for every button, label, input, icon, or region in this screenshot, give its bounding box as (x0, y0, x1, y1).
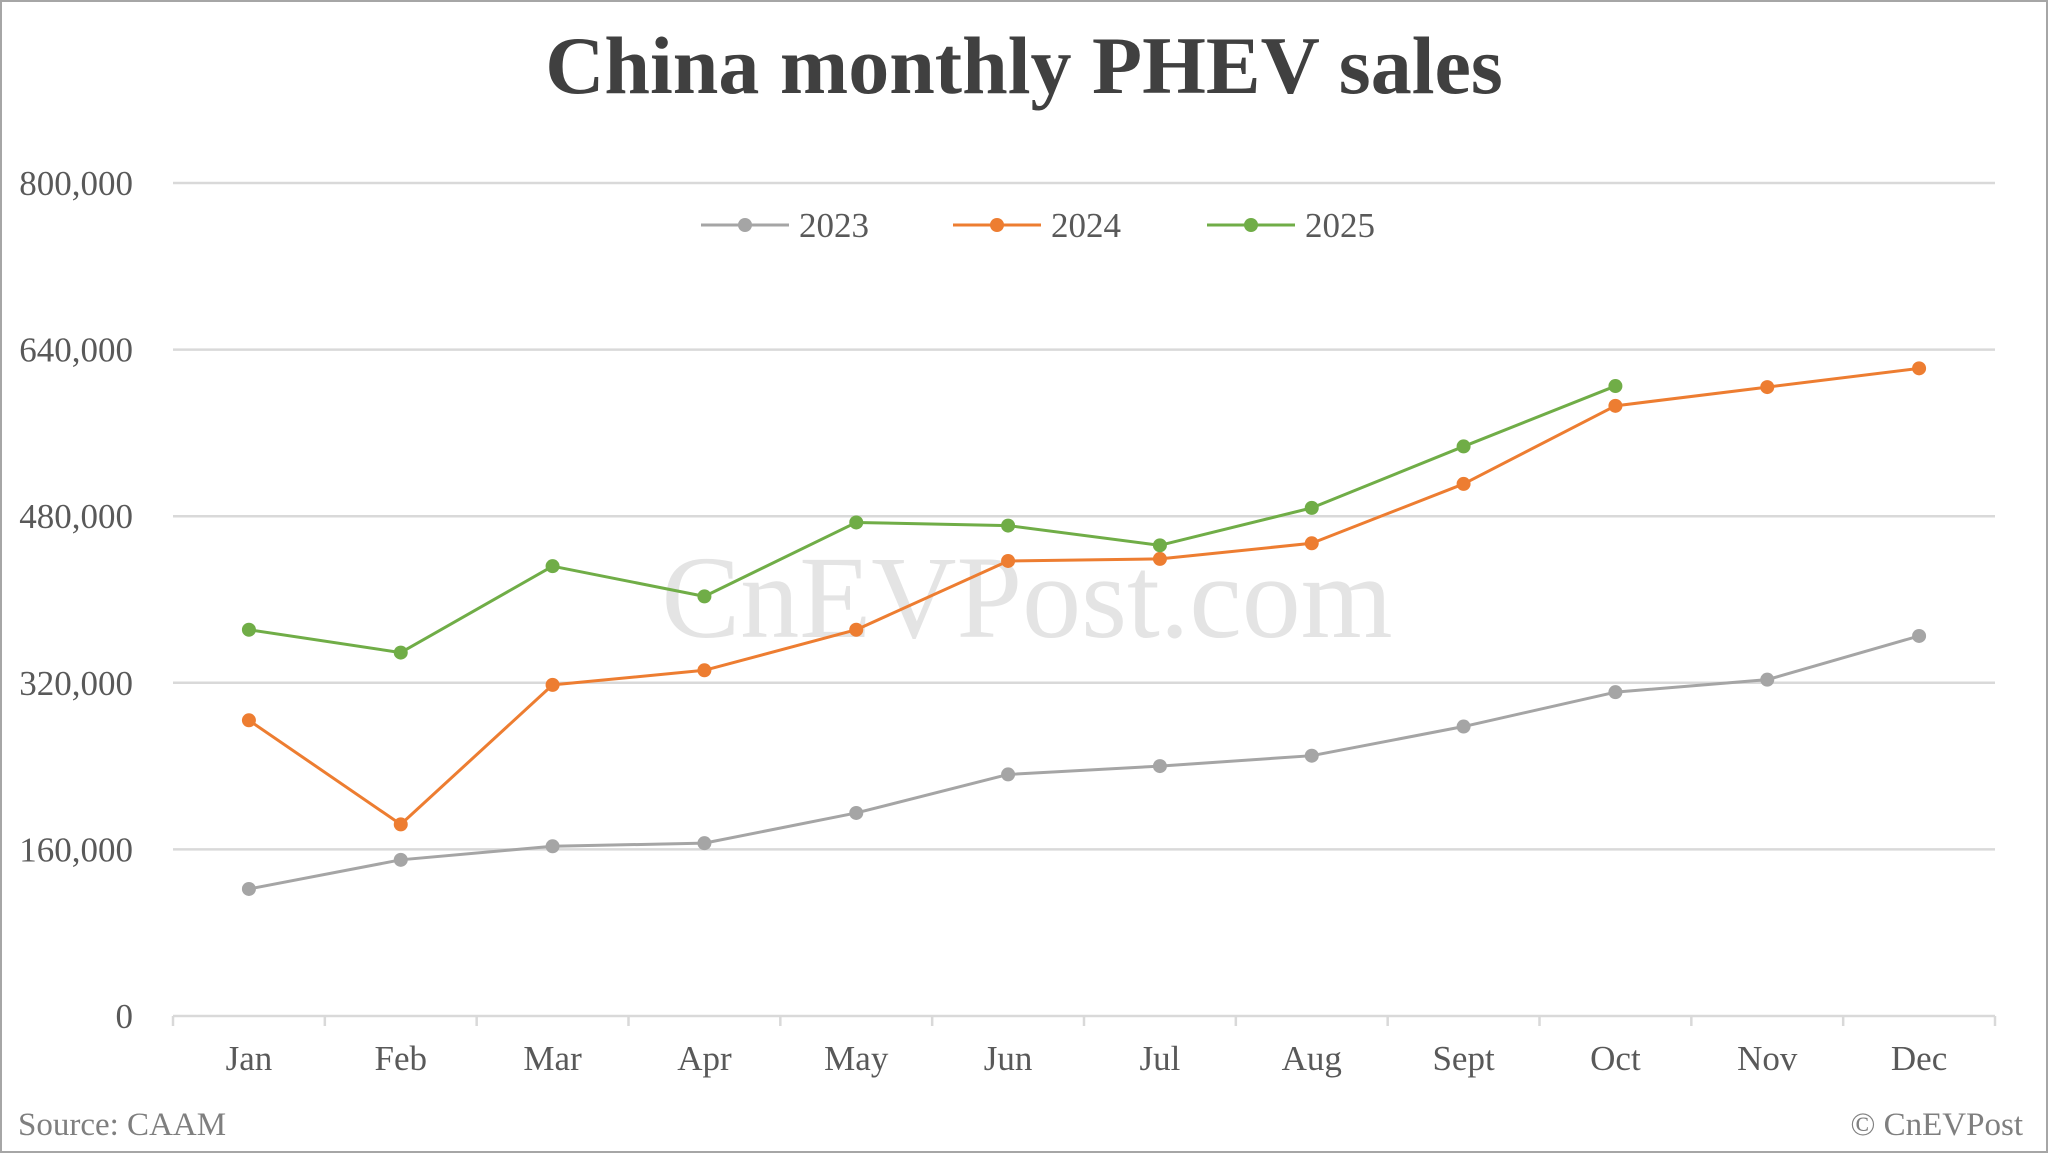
data-point-marker[interactable] (241, 713, 256, 728)
series-line (248, 366, 1920, 826)
x-tick-label: Nov (1737, 1039, 1798, 1078)
data-point-marker[interactable] (1760, 380, 1775, 395)
x-tick-label: Jul (1139, 1039, 1180, 1078)
source-note: Source: CAAM (18, 1107, 226, 1143)
legend-label: 2023 (799, 206, 869, 245)
data-point-marker[interactable] (1304, 500, 1319, 515)
y-axis-labels: 0 160,000 320,000 480,000 640,000 800,000 (19, 164, 133, 1036)
data-point-marker[interactable] (1001, 518, 1016, 533)
x-tick-label: Jun (984, 1039, 1033, 1078)
series-2023 (241, 628, 1927, 896)
data-point-marker[interactable] (1001, 767, 1016, 782)
series-2024 (241, 361, 1927, 832)
data-point-marker[interactable] (1608, 379, 1623, 394)
chart-title: China monthly PHEV sales (545, 20, 1503, 111)
x-axis: Jan Feb Mar Apr May Jun Jul Aug Sept Oct Nov Dec (171, 1014, 1997, 1078)
data-point-marker[interactable] (1152, 551, 1167, 566)
data-point-marker[interactable] (849, 805, 864, 820)
data-point-marker[interactable] (393, 817, 408, 832)
x-tick-label: Aug (1282, 1039, 1342, 1078)
data-point-marker[interactable] (697, 836, 712, 851)
data-point-marker[interactable] (1304, 536, 1319, 551)
legend-marker-icon (1244, 218, 1258, 232)
legend-item-2025[interactable]: 2025 (1207, 206, 1375, 245)
data-point-marker[interactable] (545, 559, 560, 574)
y-tick-label: 320,000 (19, 664, 133, 703)
copyright-note: © CnEVPost (1850, 1107, 2023, 1143)
data-point-marker[interactable] (393, 645, 408, 660)
data-point-marker[interactable] (1608, 398, 1623, 413)
data-point-marker[interactable] (1608, 685, 1623, 700)
data-point-marker[interactable] (1456, 439, 1471, 454)
series-line (248, 384, 1616, 655)
data-point-marker[interactable] (1912, 628, 1927, 643)
series-lines (241, 361, 1927, 896)
series-2025 (241, 379, 1623, 660)
data-point-marker[interactable] (1152, 759, 1167, 774)
data-point-marker[interactable] (545, 677, 560, 692)
legend-label: 2024 (1051, 206, 1121, 245)
x-tick-label: Jan (226, 1039, 273, 1078)
x-tick-label: Apr (677, 1039, 732, 1078)
series-line (248, 634, 1920, 891)
x-tick-label: Oct (1590, 1039, 1641, 1078)
legend-marker-icon (990, 218, 1004, 232)
y-tick-label: 800,000 (19, 164, 133, 203)
data-point-marker[interactable] (241, 622, 256, 637)
data-point-marker[interactable] (849, 515, 864, 530)
data-point-marker[interactable] (697, 589, 712, 604)
x-tick-label: May (824, 1039, 889, 1078)
data-point-marker[interactable] (697, 663, 712, 678)
legend: 2023 2024 2025 (701, 206, 1375, 245)
data-point-marker[interactable] (241, 881, 256, 896)
data-point-marker[interactable] (1912, 361, 1927, 376)
data-point-marker[interactable] (1001, 553, 1016, 568)
y-tick-label: 480,000 (19, 497, 133, 536)
watermark-text: CnEVPost.com (662, 532, 1393, 663)
data-point-marker[interactable] (849, 622, 864, 637)
legend-label: 2025 (1305, 206, 1375, 245)
y-tick-label: 640,000 (19, 331, 133, 370)
x-tick-label: Feb (375, 1039, 428, 1078)
x-tick-label: Dec (1891, 1039, 1947, 1078)
data-point-marker[interactable] (1456, 719, 1471, 734)
data-point-marker[interactable] (1760, 672, 1775, 687)
y-tick-label: 0 (116, 997, 134, 1036)
x-tick-label: Mar (523, 1039, 582, 1078)
legend-item-2023[interactable]: 2023 (701, 206, 869, 245)
legend-marker-icon (738, 218, 752, 232)
data-point-marker[interactable] (393, 852, 408, 867)
x-tick-label: Sept (1432, 1039, 1495, 1078)
gridlines (173, 181, 1995, 851)
data-point-marker[interactable] (545, 839, 560, 854)
y-tick-label: 160,000 (19, 830, 133, 869)
data-point-marker[interactable] (1304, 748, 1319, 763)
data-point-marker[interactable] (1152, 538, 1167, 553)
data-point-marker[interactable] (1456, 476, 1471, 491)
legend-item-2024[interactable]: 2024 (953, 206, 1121, 245)
